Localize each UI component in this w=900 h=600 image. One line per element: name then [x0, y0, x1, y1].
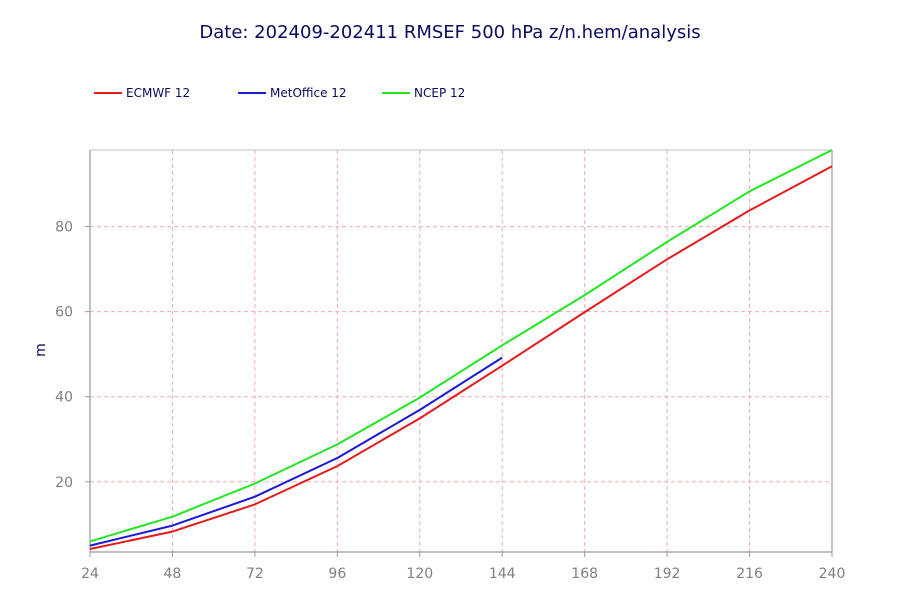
- legend-label: MetOffice 12: [270, 86, 347, 100]
- x-tick-label: 240: [819, 566, 846, 582]
- x-tick-label: 96: [328, 566, 346, 582]
- x-axis: 24 48 72 96 120 144 168 192 216 240: [81, 552, 845, 582]
- legend-label: NCEP 12: [414, 86, 465, 100]
- series-layer: [89, 149, 833, 550]
- series-line: [89, 165, 833, 550]
- chart-title: Date: 202409-202411 RMSEF 500 hPa z/n.he…: [199, 22, 700, 43]
- x-tick-label: 168: [571, 566, 598, 582]
- y-tick-label: 80: [55, 220, 73, 236]
- grid: [90, 150, 832, 552]
- y-axis: 20 40 60 80: [55, 220, 90, 491]
- x-tick-label: 144: [489, 566, 516, 582]
- legend: ECMWF 12 MetOffice 12 NCEP 12: [94, 86, 465, 100]
- x-tick-label: 120: [406, 566, 433, 582]
- plot-area: 24 48 72 96 120 144 168 192 216 240 20 40 60 80: [55, 149, 845, 582]
- y-tick-label: 60: [55, 305, 73, 321]
- y-tick-label: 20: [55, 475, 73, 491]
- x-tick-label: 48: [164, 566, 182, 582]
- x-tick-label: 192: [654, 566, 681, 582]
- x-tick-label: 216: [736, 566, 763, 582]
- y-axis-label: m: [33, 343, 49, 357]
- y-tick-label: 40: [55, 390, 73, 406]
- x-tick-label: 24: [81, 566, 99, 582]
- plot-frame: [89, 149, 833, 553]
- legend-label: ECMWF 12: [126, 86, 190, 100]
- series-line: [89, 356, 503, 547]
- x-tick-label: 72: [246, 566, 264, 582]
- series-line: [89, 149, 833, 543]
